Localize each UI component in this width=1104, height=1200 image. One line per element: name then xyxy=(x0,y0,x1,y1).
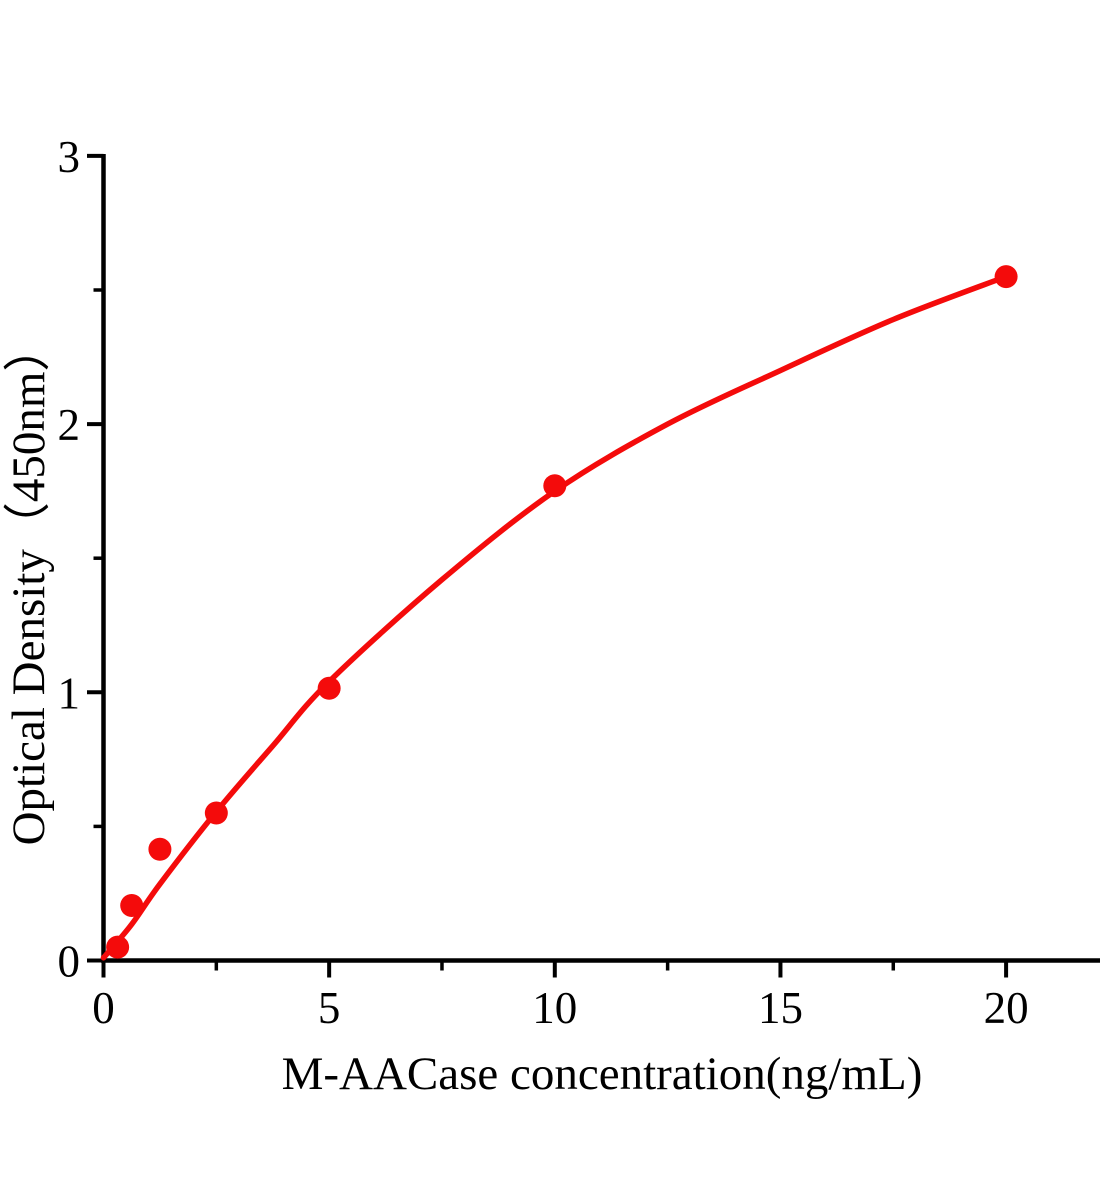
y-tick-label: 1 xyxy=(58,668,81,718)
data-point xyxy=(204,801,228,825)
x-tick-label: 10 xyxy=(532,983,577,1033)
data-point xyxy=(106,935,130,959)
x-tick-label: 5 xyxy=(318,983,341,1033)
fit-curve xyxy=(100,273,1009,961)
y-tick-label: 0 xyxy=(58,937,81,987)
x-axis-title: M-AACase concentration(ng/mL) xyxy=(282,1048,923,1100)
data-point xyxy=(994,265,1018,289)
data-point xyxy=(543,474,567,498)
data-point xyxy=(120,894,144,918)
data-point xyxy=(317,676,341,700)
x-axis-tick-labels: 0 5 10 15 20 xyxy=(92,983,1028,1033)
x-tick-label: 20 xyxy=(984,983,1029,1033)
y-axis-ticks xyxy=(87,153,104,963)
y-axis-tick-labels: 0 1 2 3 xyxy=(58,132,81,987)
y-tick-label: 3 xyxy=(58,132,81,182)
x-axis-ticks xyxy=(101,960,1009,978)
x-tick-label: 0 xyxy=(92,983,115,1033)
y-axis-title: Optical Density（450nm） xyxy=(3,325,55,846)
data-point xyxy=(148,837,172,861)
data-points xyxy=(106,265,1018,959)
x-tick-label: 15 xyxy=(758,983,803,1033)
y-tick-label: 2 xyxy=(58,400,81,450)
